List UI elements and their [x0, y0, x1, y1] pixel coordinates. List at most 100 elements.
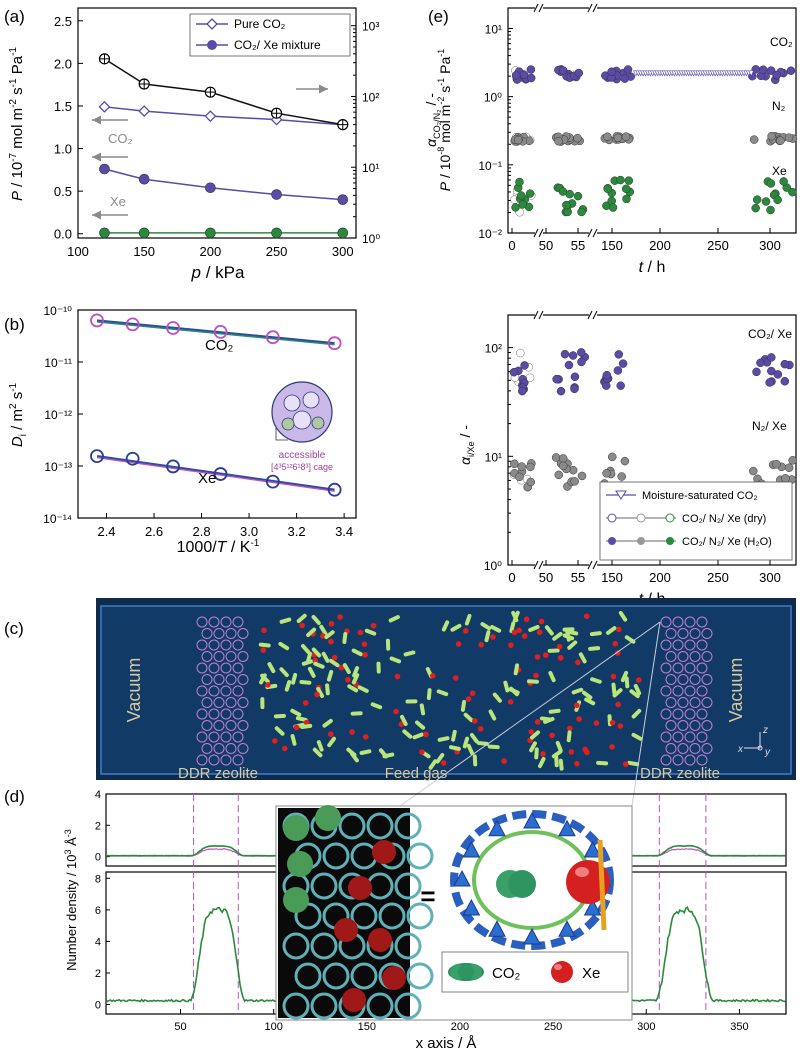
e-axis-break — [589, 311, 597, 319]
xe-atom — [584, 749, 590, 756]
label-vacuum-left: Vacuum — [124, 658, 144, 723]
xe-atom — [265, 682, 271, 688]
e-ytick-label: 10¹ — [485, 22, 502, 36]
zeolite-ring — [684, 616, 696, 628]
zeolite-ring — [208, 731, 220, 743]
annotation-xe: Xe — [110, 194, 126, 209]
e-point — [767, 353, 776, 362]
co2-molecule — [342, 632, 348, 644]
zeolite-ring — [213, 720, 225, 731]
zeolite-ring — [689, 628, 701, 639]
co2-molecule — [513, 663, 520, 676]
e-point — [756, 358, 765, 368]
a-ytick-label: 1.0 — [54, 142, 72, 157]
xe-atom — [260, 647, 267, 653]
xe-atom — [331, 654, 338, 661]
e-xtick-label: 300 — [759, 570, 781, 585]
e-break-mark — [587, 310, 598, 320]
co2-molecule — [326, 669, 334, 682]
zeolite-ring — [220, 708, 232, 720]
inset-xe-atom — [348, 876, 372, 900]
e-point — [574, 68, 584, 78]
co2-molecule — [466, 743, 475, 756]
e-point — [781, 474, 790, 483]
e-point — [766, 205, 775, 215]
inset-framework-ring — [282, 932, 310, 960]
e-point — [767, 131, 776, 141]
label-vacuum-right: Vacuum — [726, 658, 746, 723]
co2-molecule — [631, 708, 642, 719]
e-point — [624, 176, 634, 185]
b-point — [327, 336, 342, 351]
co2-molecule — [419, 703, 426, 716]
e-point — [776, 136, 785, 145]
co2-molecule — [480, 622, 492, 631]
xe-atom — [593, 720, 600, 726]
inset-legend-co2: CO₂ — [492, 965, 521, 982]
plot-e-bottom-frame — [507, 314, 797, 566]
xe-atom — [455, 641, 462, 647]
cage-co2 — [508, 870, 536, 898]
inset-framework-ring — [366, 992, 394, 1020]
d-xtick-label: 350 — [730, 1021, 748, 1033]
co2-molecule — [274, 726, 285, 736]
b-fit-second — [96, 321, 335, 346]
xe-atom — [533, 672, 539, 679]
zeolite-ring — [237, 720, 249, 731]
xe-atom — [610, 673, 617, 680]
panel-letter-a: (a) — [4, 7, 25, 26]
zeolite-ring — [237, 697, 249, 708]
e-point — [773, 195, 782, 205]
e-point — [568, 351, 578, 360]
plot-a-marks — [98, 53, 349, 239]
co2-molecule — [290, 708, 302, 717]
xe-atom — [511, 629, 518, 636]
xe-atom — [338, 664, 345, 671]
co2-molecule — [357, 685, 369, 693]
co2-molecule — [364, 628, 377, 636]
b-ytick-label: 10⁻¹⁴ — [43, 512, 72, 526]
legend-h2o: CO₂/ N₂/ Xe (H₂O) — [682, 536, 772, 548]
e-point — [515, 177, 524, 187]
cage-label-1: accessible — [279, 450, 326, 461]
cage-outline — [450, 810, 614, 950]
annotation-co2: CO₂ — [108, 131, 133, 146]
xe-atom — [281, 745, 288, 752]
zeolite-ring — [665, 628, 677, 639]
xe-atom — [478, 641, 484, 648]
e-ytick-label: 10² — [485, 342, 502, 356]
panel-a: (a) 100 150 200 250 300 0.0 0.5 1.0 1.5 2.0 2.5 10⁰… — [4, 7, 380, 282]
xe-atom — [361, 641, 368, 648]
d-xtick-label: 150 — [358, 1021, 376, 1033]
xe-atom — [423, 731, 429, 738]
xe-atom — [507, 699, 514, 705]
e-point — [766, 66, 776, 75]
co2-molecule — [620, 670, 629, 683]
e-point — [526, 462, 535, 472]
e-point — [773, 370, 783, 379]
xe-atom — [556, 643, 563, 650]
cage-tetrahedron — [462, 898, 481, 916]
plot-a-ylabel: P / 10-7 mol m-2 s-1 Pa-1 — [8, 47, 26, 201]
xe-atom — [536, 629, 543, 636]
xe-atom — [501, 758, 507, 764]
inset-framework-ring — [394, 812, 422, 840]
zeolite-ring — [672, 754, 684, 766]
co2-molecule — [487, 744, 500, 750]
co2-molecule — [488, 709, 497, 721]
co2-molecule — [605, 626, 617, 635]
e-point — [525, 189, 535, 198]
zeolite-ring — [660, 662, 672, 674]
xe-atom — [362, 734, 369, 740]
panel-d: (d) 50 100 150 200 250 300 350 0 2 4 0 2 4 6 8 x axis … — [4, 787, 787, 1052]
a-series-line-1 — [104, 168, 343, 201]
co2-molecule — [351, 673, 360, 685]
co2-molecule — [581, 690, 593, 700]
zeolite-ring — [660, 616, 672, 628]
xe-atom — [576, 716, 582, 722]
co2-molecule — [629, 689, 640, 699]
label-ddr-right: DDR zeolite — [640, 765, 720, 782]
xe-atom — [508, 642, 514, 648]
e-xtick-label: 0 — [508, 570, 515, 585]
e-point — [618, 359, 628, 368]
